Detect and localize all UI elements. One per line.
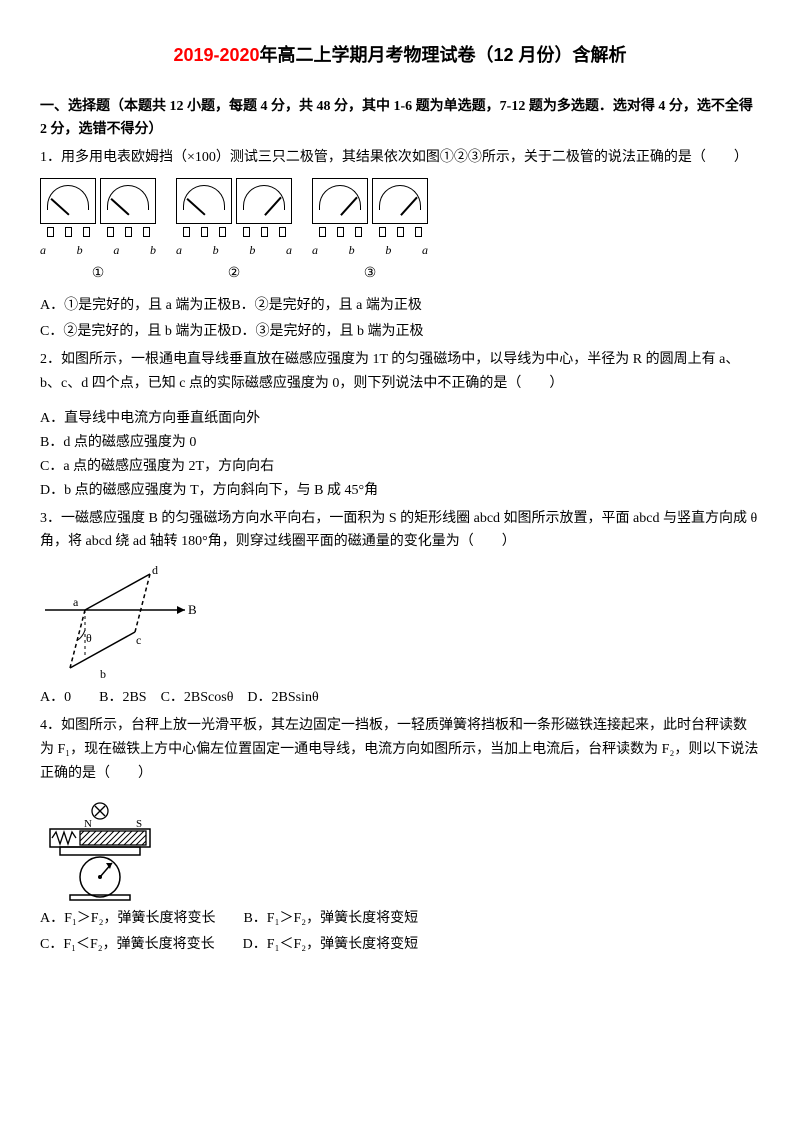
q1-opt-b: B．②是完好的，且 a 端为正极 bbox=[231, 298, 422, 313]
label-S: S bbox=[136, 818, 142, 830]
terminal-b: b bbox=[77, 240, 83, 260]
q2-opt-a: A．直导线中电流方向垂直纸面向外 bbox=[40, 407, 760, 431]
question-3: 3．一磁感应强度 B 的匀强磁场方向水平向右，一面积为 S 的矩形线圈 abcd… bbox=[40, 507, 760, 710]
q4-opt-d: D．F₁＜F₂，弹簧长度将变短 bbox=[243, 937, 418, 952]
terminal-a: a bbox=[312, 240, 318, 260]
q1-opt-a: A．①是完好的，且 a 端为正极 bbox=[40, 298, 231, 313]
label-b: b bbox=[100, 667, 106, 680]
meter-icon bbox=[372, 178, 428, 224]
terminal-a: a bbox=[40, 240, 46, 260]
q1-meter-group-2: a b b a ② bbox=[176, 178, 292, 286]
q2-opt-c: C．a 点的磁感应强度为 2T，方向向右 bbox=[40, 455, 760, 479]
q1-options-line2: C．②是完好的，且 b 端为正极D．③是完好的，且 b 端为正极 bbox=[40, 320, 760, 344]
q4-stem: 4．如图所示，台秤上放一光滑平板，其左边固定一挡板，一轻质弹簧将挡板和一条形磁铁… bbox=[40, 714, 760, 785]
q1-options-line1: A．①是完好的，且 a 端为正极B．②是完好的，且 a 端为正极 bbox=[40, 294, 760, 318]
meter-icon bbox=[312, 178, 368, 224]
q1-meter-group-1: a b a b ① bbox=[40, 178, 156, 286]
q2-opt-d: D．b 点的磁感应强度为 T，方向斜向下，与 B 成 45°角 bbox=[40, 479, 760, 503]
q1-opt-d: D．③是完好的，且 b 端为正极 bbox=[231, 324, 423, 339]
q1-figure-row: abab ① abba ② abba ③ bbox=[40, 178, 760, 286]
circled-1: ① bbox=[92, 262, 105, 286]
label-d: d bbox=[152, 563, 158, 577]
q4-figure: N S bbox=[40, 791, 170, 901]
question-2: 2．如图所示，一根通电直导线垂直放在磁感应强度为 1T 的匀强磁场中，以导线为中… bbox=[40, 348, 760, 503]
q2-stem: 2．如图所示，一根通电直导线垂直放在磁感应强度为 1T 的匀强磁场中，以导线为中… bbox=[40, 348, 760, 396]
section-heading: 一、选择题（本题共 12 小题，每题 4 分，共 48 分，其中 1-6 题为单… bbox=[40, 95, 760, 143]
q1-stem: 1．用多用电表欧姆挡（×100）测试三只二极管，其结果依次如图①②③所示，关于二… bbox=[40, 146, 760, 170]
label-B: B bbox=[188, 602, 197, 617]
q4-options-line2: C．F₁＜F₂，弹簧长度将变长 D．F₁＜F₂，弹簧长度将变短 bbox=[40, 933, 760, 957]
terminal-b: b bbox=[213, 240, 219, 260]
q4-opt-a: A．F₁＞F₂，弹簧长度将变长 bbox=[40, 911, 215, 926]
question-4: 4．如图所示，台秤上放一光滑平板，其左边固定一挡板，一轻质弹簧将挡板和一条形磁铁… bbox=[40, 714, 760, 957]
terminal-a: a bbox=[113, 240, 119, 260]
terminal-b: b bbox=[249, 240, 255, 260]
label-c: c bbox=[136, 633, 141, 647]
meter-icon bbox=[176, 178, 232, 224]
q3-opts: A．0 B．2BS C．2BScosθ D．2BSsinθ bbox=[40, 686, 760, 710]
label-a: a bbox=[73, 595, 79, 609]
q3-figure: B a d c b θ bbox=[40, 560, 200, 680]
question-1: 1．用多用电表欧姆挡（×100）测试三只二极管，其结果依次如图①②③所示，关于二… bbox=[40, 146, 760, 344]
circled-2: ② bbox=[228, 262, 241, 286]
q1-meter-group-3: a b b a ③ bbox=[312, 178, 428, 286]
terminal-b: b bbox=[385, 240, 391, 260]
terminal-a: a bbox=[176, 240, 182, 260]
meter-icon bbox=[236, 178, 292, 224]
q3-stem: 3．一磁感应强度 B 的匀强磁场方向水平向右，一面积为 S 的矩形线圈 abcd… bbox=[40, 507, 760, 555]
q4-opt-c: C．F₁＜F₂，弹簧长度将变长 bbox=[40, 937, 215, 952]
label-theta: θ bbox=[86, 631, 92, 645]
meter-icon bbox=[100, 178, 156, 224]
circled-3: ③ bbox=[364, 262, 377, 286]
q4-opt-b: B．F₁＞F₂，弹簧长度将变短 bbox=[243, 911, 418, 926]
terminal-b: b bbox=[349, 240, 355, 260]
terminal-a: a bbox=[422, 240, 428, 260]
title-year: 2019-2020 bbox=[173, 45, 259, 65]
terminal-b: b bbox=[150, 240, 156, 260]
q4-options-line1: A．F₁＞F₂，弹簧长度将变长 B．F₁＞F₂，弹簧长度将变短 bbox=[40, 907, 760, 931]
q1-opt-c: C．②是完好的，且 b 端为正极 bbox=[40, 324, 231, 339]
page-title: 2019-2020年高二上学期月考物理试卷（12 月份）含解析 bbox=[40, 40, 760, 71]
title-rest: 年高二上学期月考物理试卷（12 月份）含解析 bbox=[260, 45, 627, 65]
label-N: N bbox=[84, 818, 92, 830]
meter-icon bbox=[40, 178, 96, 224]
q2-opt-b: B．d 点的磁感应强度为 0 bbox=[40, 431, 760, 455]
terminal-a: a bbox=[286, 240, 292, 260]
